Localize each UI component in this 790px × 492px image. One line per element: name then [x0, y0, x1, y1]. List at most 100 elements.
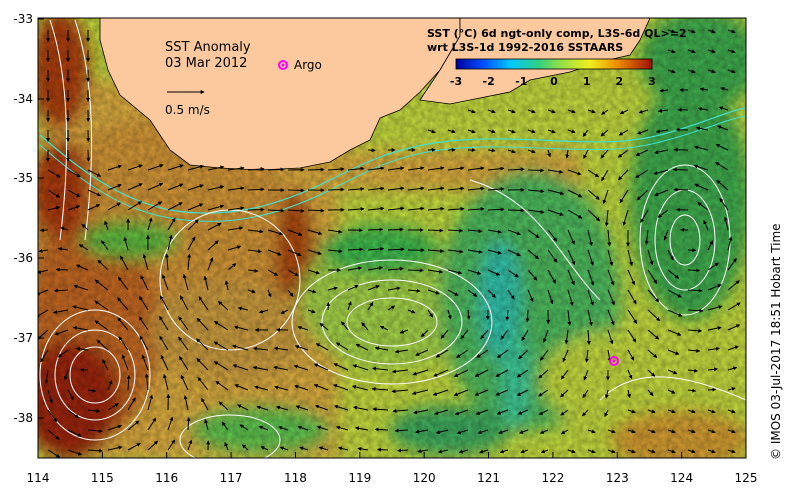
velocity-arrow	[498, 429, 509, 434]
velocity-arrow	[715, 162, 729, 171]
velocity-arrow	[627, 409, 636, 414]
velocity-arrow	[604, 389, 609, 399]
velocity-arrow	[127, 442, 141, 451]
velocity-arrow	[397, 448, 409, 453]
velocity-arrow	[73, 284, 89, 291]
velocity-arrow	[635, 149, 649, 156]
velocity-arrow	[496, 409, 509, 415]
velocity-arrow	[196, 338, 209, 351]
velocity-arrow	[47, 189, 61, 198]
velocity-arrow	[183, 395, 189, 411]
velocity-arrow	[178, 316, 189, 331]
velocity-arrow	[427, 289, 440, 295]
velocity-arrow	[412, 369, 429, 376]
velocity-arrow	[347, 166, 365, 171]
velocity-arrow	[627, 369, 633, 380]
velocity-arrow	[280, 309, 289, 314]
velocity-arrow	[507, 109, 516, 114]
velocity-arrow	[521, 329, 529, 342]
velocity-arrow	[227, 263, 237, 271]
velocity-arrow	[147, 183, 164, 191]
velocity-arrow	[487, 148, 496, 153]
velocity-arrow	[567, 249, 576, 266]
velocity-arrow	[587, 289, 594, 306]
velocity-arrow	[224, 280, 229, 291]
velocity-arrow	[287, 208, 305, 213]
velocity-arrow	[474, 389, 489, 396]
velocity-arrow	[107, 184, 122, 191]
velocity-arrow	[707, 367, 719, 372]
velocity-arrow	[697, 106, 709, 111]
velocity-arrow	[207, 165, 225, 171]
velocity-arrow	[273, 365, 289, 371]
velocity-arrow	[391, 369, 409, 374]
velocity-arrow	[433, 409, 449, 415]
velocity-arrow	[367, 266, 384, 271]
velocity-arrow	[654, 149, 669, 155]
velocity-arrow	[167, 183, 184, 191]
x-axis-labels: 114 115 116 117 118 119 120 121 122 123 124 125	[27, 452, 757, 485]
velocity-arrow	[87, 189, 102, 197]
velocity-arrow	[372, 407, 389, 412]
velocity-arrow	[252, 346, 269, 351]
velocity-arrow	[234, 384, 249, 391]
velocity-arrow	[347, 247, 364, 252]
velocity-arrow	[517, 409, 529, 415]
velocity-arrow	[355, 426, 369, 431]
velocity-arrow	[357, 446, 369, 451]
velocity-arrow	[694, 183, 709, 191]
velocity-arrow	[94, 320, 109, 331]
velocity-arrow	[607, 269, 615, 286]
velocity-arrow	[547, 169, 564, 174]
velocity-arrow	[197, 376, 209, 391]
velocity-arrow	[140, 275, 149, 291]
velocity-arrow	[427, 186, 445, 191]
velocity-arrow	[604, 209, 609, 227]
velocity-arrow	[203, 275, 209, 291]
velocity-arrow	[367, 227, 384, 232]
velocity-arrow	[707, 449, 716, 454]
velocity-arrow	[440, 329, 449, 339]
velocity-arrow	[159, 295, 169, 311]
velocity-arrow	[447, 228, 464, 233]
velocity-arrow	[117, 297, 129, 311]
velocity-arrow	[607, 449, 616, 454]
velocity-arrow	[355, 343, 369, 351]
velocity-arrow	[139, 335, 149, 351]
velocity-arrow	[540, 449, 549, 454]
velocity-arrow	[38, 269, 49, 274]
velocity-arrow	[207, 257, 214, 271]
velocity-arrow	[127, 420, 140, 431]
velocity-arrow	[293, 364, 309, 371]
velocity-arrow	[107, 379, 113, 391]
velocity-arrow	[267, 229, 284, 236]
velocity-arrow	[67, 409, 80, 419]
velocity-arrow	[333, 363, 349, 371]
colorbar-tick-label: -3	[450, 75, 462, 88]
velocity-arrow	[715, 144, 729, 151]
velocity-arrow	[387, 166, 405, 171]
velocity-arrow	[40, 349, 49, 363]
velocity-arrow	[707, 305, 723, 311]
velocity-arrow	[659, 88, 669, 93]
velocity-arrow	[287, 188, 305, 193]
velocity-arrow	[55, 267, 69, 272]
velocity-arrow	[437, 449, 449, 454]
velocity-arrow	[527, 189, 545, 194]
velocity-arrow	[707, 346, 720, 351]
velocity-arrow	[187, 439, 193, 451]
velocity-arrow	[376, 447, 389, 452]
velocity-arrow	[657, 209, 669, 218]
velocity-arrow	[127, 164, 143, 171]
velocity-arrow	[582, 409, 589, 417]
velocity-arrow	[159, 335, 169, 351]
velocity-arrow	[587, 189, 600, 200]
velocity-arrow	[247, 289, 256, 294]
velocity-arrow	[479, 449, 489, 454]
velocity-arrow	[227, 166, 245, 171]
velocity-arrow	[353, 405, 369, 411]
velocity-arrow	[447, 129, 456, 134]
velocity-arrow	[727, 302, 741, 311]
velocity-arrow	[727, 280, 740, 291]
velocity-arrow	[201, 397, 209, 411]
